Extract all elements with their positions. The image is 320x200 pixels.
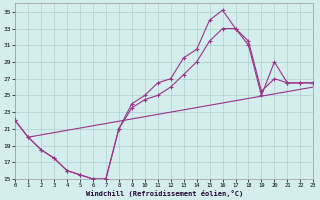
X-axis label: Windchill (Refroidissement éolien,°C): Windchill (Refroidissement éolien,°C) <box>85 190 243 197</box>
